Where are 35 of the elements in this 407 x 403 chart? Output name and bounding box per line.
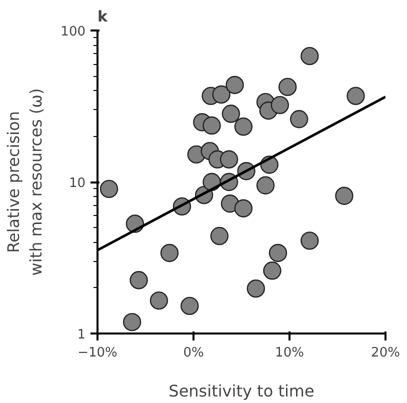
chart-title: k xyxy=(98,8,108,26)
point xyxy=(234,199,253,218)
x-tick-label: 20% xyxy=(371,346,400,360)
point xyxy=(150,291,168,310)
y-axis-title: Relative precision with max resources (ω) xyxy=(4,88,46,276)
point xyxy=(346,86,365,105)
point xyxy=(210,226,229,246)
point xyxy=(226,76,244,94)
point xyxy=(263,262,282,280)
x-tick-label: 10% xyxy=(275,346,304,360)
point xyxy=(100,180,118,198)
point xyxy=(268,244,288,262)
y-tick-label: 1 xyxy=(77,328,86,342)
point xyxy=(122,312,142,332)
y-tick-label: 100 xyxy=(60,24,86,40)
point xyxy=(180,296,199,316)
point xyxy=(335,186,354,205)
point xyxy=(130,271,148,290)
point xyxy=(300,46,319,66)
point xyxy=(234,118,253,136)
point xyxy=(246,279,265,298)
point xyxy=(212,85,230,104)
point xyxy=(220,150,238,168)
x-axis-title: Sensitivity to time xyxy=(168,382,314,400)
point xyxy=(278,78,297,96)
point xyxy=(202,116,221,135)
point xyxy=(222,104,240,123)
x-tick-label: 0% xyxy=(183,346,204,360)
point xyxy=(160,244,179,262)
x-tick-label: −10% xyxy=(78,346,118,360)
y-tick-label: 10 xyxy=(68,176,86,191)
point xyxy=(256,176,275,194)
point xyxy=(290,110,308,128)
point xyxy=(270,96,289,114)
point xyxy=(300,232,319,250)
